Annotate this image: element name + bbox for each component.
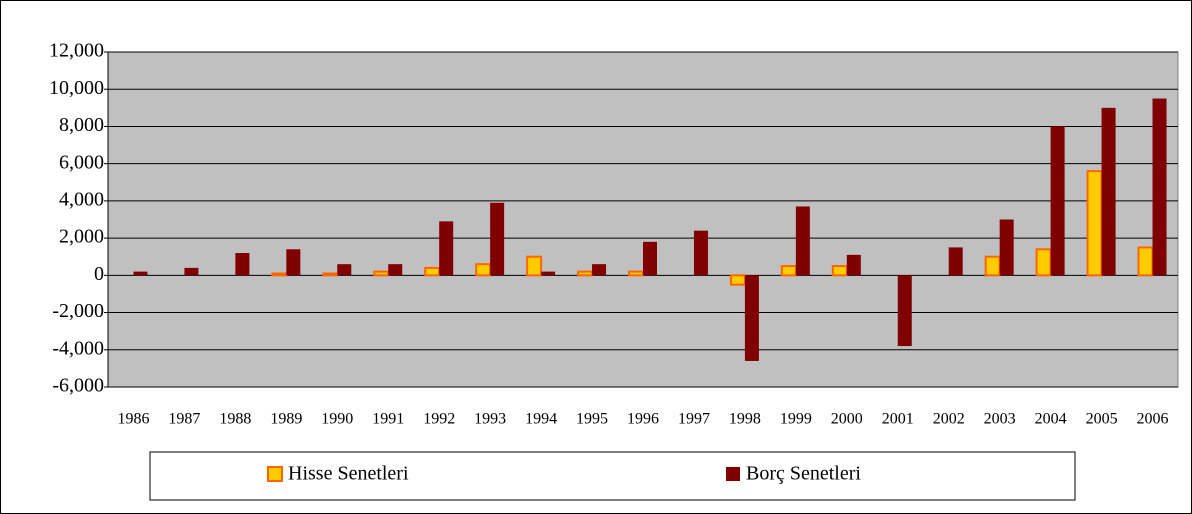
x-tick-label: 2000 <box>831 411 863 428</box>
y-tick-label: -4,000 <box>52 337 104 359</box>
x-tick-label: 2004 <box>1035 411 1067 428</box>
x-tick-label: 2005 <box>1086 411 1118 428</box>
y-tick-label: -2,000 <box>52 300 104 322</box>
bar <box>184 267 199 276</box>
x-tick-label: 1994 <box>525 411 557 428</box>
x-tick-label: 1987 <box>168 411 200 428</box>
x-tick-label: 1990 <box>321 411 353 428</box>
x-tick-label: 1991 <box>372 411 404 428</box>
bar <box>729 274 746 286</box>
bar <box>577 270 594 277</box>
x-tick-label: 1997 <box>678 411 710 428</box>
bar <box>373 270 390 277</box>
bar <box>897 275 912 347</box>
bar <box>439 221 454 276</box>
bar <box>1152 98 1167 276</box>
bar <box>235 253 250 276</box>
bar <box>831 265 848 277</box>
bar <box>592 264 607 276</box>
y-tick-label: 6,000 <box>59 151 104 173</box>
bar <box>948 247 963 276</box>
y-tick-label: 12,000 <box>49 40 104 62</box>
bar <box>1137 246 1154 277</box>
x-tick-label: 1992 <box>423 411 455 428</box>
bar <box>999 219 1014 276</box>
x-tick-label: 1988 <box>219 411 251 428</box>
legend-label: Hisse Senetleri <box>288 463 409 485</box>
bar <box>643 241 657 276</box>
x-tick-label: 2006 <box>1137 411 1169 428</box>
x-tick-label: 2001 <box>882 411 914 428</box>
x-tick-label: 2002 <box>933 411 965 428</box>
plot-area <box>107 51 1179 388</box>
bar <box>846 254 861 276</box>
x-tick-label: 2003 <box>984 411 1016 428</box>
bar <box>1035 248 1052 277</box>
legend-box <box>149 451 1076 501</box>
bar <box>337 264 352 276</box>
bar <box>271 272 288 277</box>
x-tick-label: 1995 <box>576 411 608 428</box>
bar <box>628 270 644 277</box>
bar <box>795 206 810 276</box>
legend-swatch <box>726 467 740 481</box>
bar <box>1101 107 1116 276</box>
y-tick-label: 8,000 <box>59 114 104 136</box>
bar <box>1086 170 1103 277</box>
legend-swatch <box>267 466 283 482</box>
x-tick-label: 1999 <box>780 411 812 428</box>
bar <box>984 255 1001 277</box>
bar <box>490 202 505 276</box>
bar <box>475 263 492 277</box>
bar <box>1050 126 1065 276</box>
x-tick-label: 1989 <box>270 411 302 428</box>
legend-label: Borç Senetleri <box>746 463 861 485</box>
x-tick-label: 1998 <box>729 411 761 428</box>
x-tick-label: 1986 <box>117 411 149 428</box>
y-tick-label: 0 <box>94 263 104 285</box>
bar <box>526 255 543 277</box>
y-tick-label: -6,000 <box>52 375 104 397</box>
bar <box>541 271 556 276</box>
bar <box>388 264 403 276</box>
x-tick-label: 1993 <box>474 411 506 428</box>
y-tick-label: 4,000 <box>59 188 104 210</box>
bar <box>780 265 797 277</box>
bar <box>693 230 708 276</box>
y-tick-label: 10,000 <box>49 77 104 99</box>
bar <box>744 275 759 361</box>
bar <box>133 271 148 276</box>
bar <box>322 272 339 277</box>
x-tick-label: 1996 <box>627 411 659 428</box>
bar <box>424 266 441 277</box>
bar <box>286 249 301 276</box>
y-tick-label: 2,000 <box>59 226 104 248</box>
